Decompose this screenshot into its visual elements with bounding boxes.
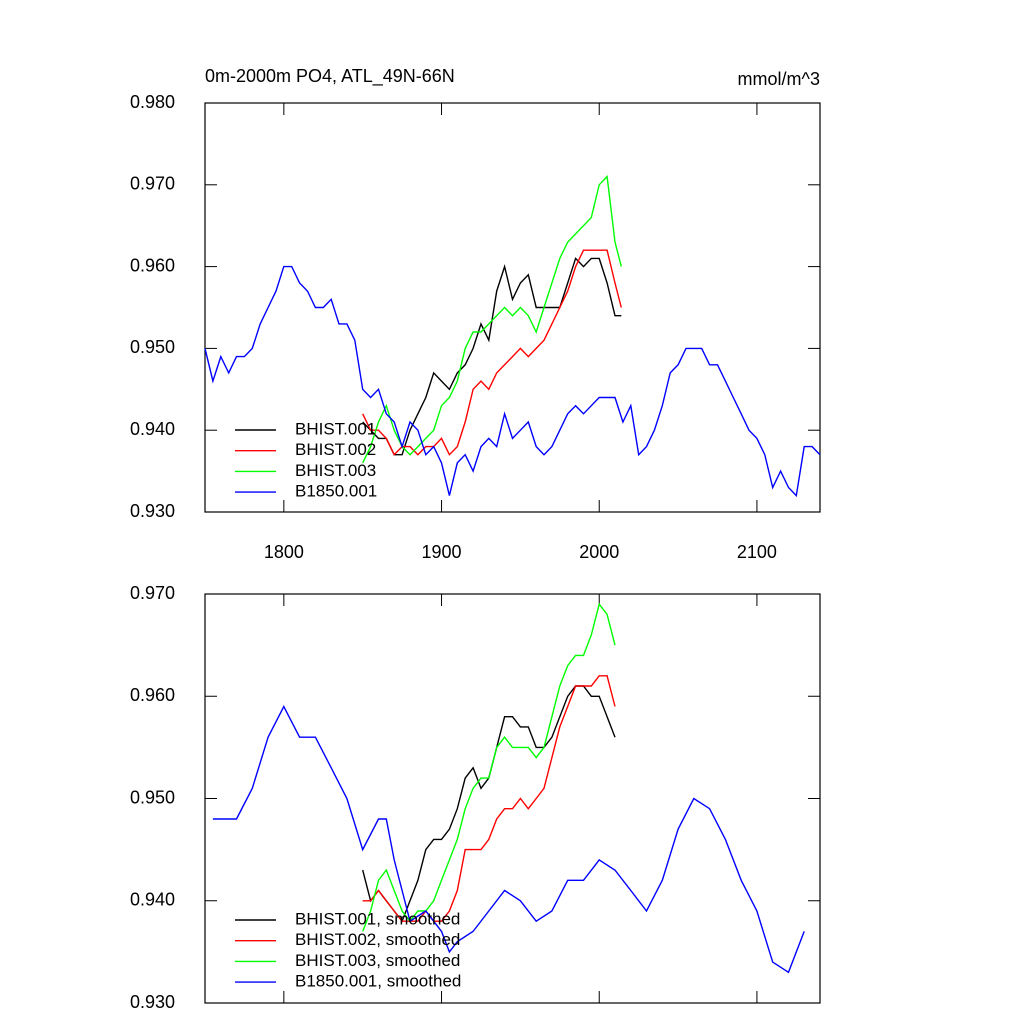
y-tick-label: 0.970: [130, 583, 175, 603]
series-line: [204, 265, 821, 498]
y-tick-label: 0.940: [130, 890, 175, 910]
y-tick-label: 0.960: [130, 685, 175, 705]
x-tick-label: 2100: [737, 542, 777, 562]
legend-label: BHIST.001, smoothed: [295, 909, 460, 928]
units-label: mmol/m^3: [738, 69, 820, 89]
legend-label: B1850.001: [295, 482, 377, 501]
y-tick-label: 0.960: [130, 255, 175, 275]
legend-label: BHIST.002, smoothed: [295, 930, 460, 949]
y-tick-label: 0.950: [130, 337, 175, 357]
series-line: [362, 257, 622, 456]
chart-title: 0m-2000m PO4, ATL_49N-66N: [205, 66, 455, 87]
x-tick-label: 1900: [422, 542, 462, 562]
y-tick-label: 0.930: [130, 992, 175, 1012]
x-tick-label: 2000: [579, 542, 619, 562]
series-line: [362, 675, 616, 922]
plot-frame: [204, 102, 821, 513]
y-tick-label: 0.950: [130, 787, 175, 807]
y-tick-label: 0.970: [130, 174, 175, 194]
series-line: [362, 602, 616, 932]
x-tick-label: 1800: [264, 542, 304, 562]
y-tick-label: 0.940: [130, 419, 175, 439]
y-tick-label: 0.930: [130, 501, 175, 521]
legend-label: BHIST.001: [295, 419, 376, 438]
legend-label: BHIST.003: [295, 461, 376, 480]
legend-label: B1850.001, smoothed: [295, 972, 461, 991]
legend-label: BHIST.003, smoothed: [295, 951, 460, 970]
series-line: [212, 704, 805, 974]
legend-label: BHIST.002: [295, 440, 376, 459]
y-tick-label: 0.980: [130, 92, 175, 112]
series-line: [362, 175, 622, 464]
series-line: [362, 249, 622, 456]
